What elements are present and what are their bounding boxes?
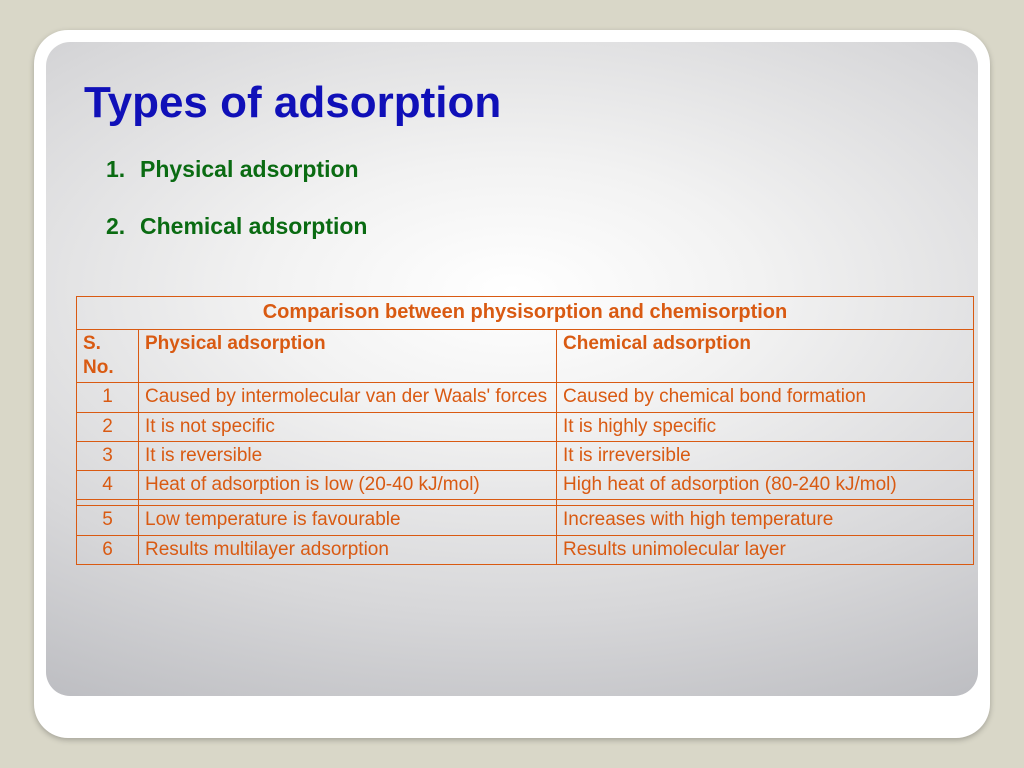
type-list: 1.Physical adsorption 2.Chemical adsorpt…: [106, 156, 948, 240]
table-row: 2 It is not specific It is highly specif…: [77, 412, 974, 441]
table-row: 3 It is reversible It is irreversible: [77, 441, 974, 470]
table-row: 1 Caused by intermolecular van der Waals…: [77, 383, 974, 412]
list-item-2: 2.Chemical adsorption: [106, 213, 948, 240]
list-item-1-text: Physical adsorption: [140, 156, 359, 182]
header-col2: Chemical adsorption: [557, 329, 974, 383]
table-caption-row: Comparison between physisorption and che…: [77, 297, 974, 330]
cell-chemical: Results unimolecular layer: [557, 535, 974, 564]
cell-chemical: High heat of adsorption (80-240 kJ/mol): [557, 471, 974, 500]
cell-chemical: Increases with high temperature: [557, 506, 974, 535]
table-header-row: S. No. Physical adsorption Chemical adso…: [77, 329, 974, 383]
slide-title: Types of adsorption: [84, 78, 948, 128]
cell-sno: 4: [77, 471, 139, 500]
comparison-table-container: Comparison between physisorption and che…: [76, 296, 974, 565]
table-row: 6 Results multilayer adsorption Results …: [77, 535, 974, 564]
cell-physical: It is reversible: [139, 441, 557, 470]
cell-chemical: It is irreversible: [557, 441, 974, 470]
comparison-table: Comparison between physisorption and che…: [76, 296, 974, 565]
cell-physical: Heat of adsorption is low (20-40 kJ/mol): [139, 471, 557, 500]
cell-sno: 5: [77, 506, 139, 535]
cell-physical: Low temperature is favourable: [139, 506, 557, 535]
cell-physical: It is not specific: [139, 412, 557, 441]
table-row: 4 Heat of adsorption is low (20-40 kJ/mo…: [77, 471, 974, 500]
table-caption: Comparison between physisorption and che…: [77, 297, 974, 330]
list-item-2-number: 2.: [106, 213, 140, 240]
cell-sno: 2: [77, 412, 139, 441]
cell-physical: Results multilayer adsorption: [139, 535, 557, 564]
cell-sno: 1: [77, 383, 139, 412]
list-item-1: 1.Physical adsorption: [106, 156, 948, 183]
slide-frame: Types of adsorption 1.Physical adsorptio…: [34, 30, 990, 738]
list-item-2-text: Chemical adsorption: [140, 213, 367, 239]
header-sno: S. No.: [77, 329, 139, 383]
cell-chemical: Caused by chemical bond formation: [557, 383, 974, 412]
cell-physical: Caused by intermolecular van der Waals' …: [139, 383, 557, 412]
list-item-1-number: 1.: [106, 156, 140, 183]
cell-sno: 6: [77, 535, 139, 564]
slide-content: Types of adsorption 1.Physical adsorptio…: [46, 42, 978, 696]
header-col1: Physical adsorption: [139, 329, 557, 383]
table-row: 5 Low temperature is favourable Increase…: [77, 506, 974, 535]
cell-sno: 3: [77, 441, 139, 470]
cell-chemical: It is highly specific: [557, 412, 974, 441]
